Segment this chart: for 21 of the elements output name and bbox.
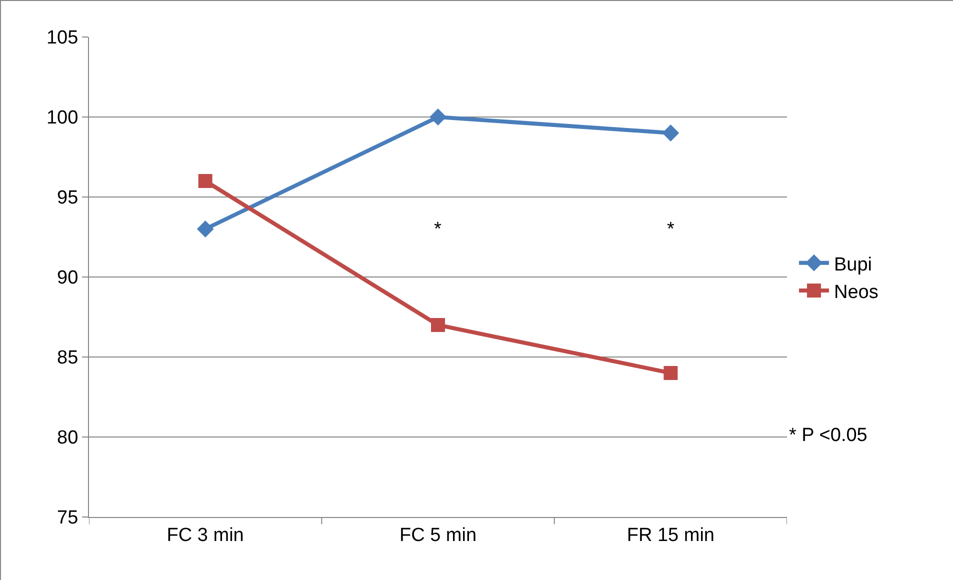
x-tick-label: FC 3 min [166,524,244,546]
annotation: * [434,219,442,240]
point [430,108,446,126]
legend-label: Neos [834,282,878,303]
y-tick-label: 80 [57,428,78,449]
y-tick-label: 85 [57,348,78,369]
x-tick-label: FC 5 min [399,524,477,546]
y-tick-label: 90 [57,268,78,289]
x-tick-label: FR 15 min [626,524,714,546]
point [662,124,680,142]
annotation: * [667,219,675,240]
y-tick-label: 95 [57,188,78,209]
point [196,220,214,238]
legend-label: Bupi [834,254,872,276]
point [431,318,445,332]
point [664,366,678,380]
y-tick-label: 105 [46,28,78,49]
point [198,174,212,188]
text: * P <0.05 [789,425,868,446]
y-tick-label: 75 [57,508,78,529]
y-tick-label: 100 [46,108,78,129]
